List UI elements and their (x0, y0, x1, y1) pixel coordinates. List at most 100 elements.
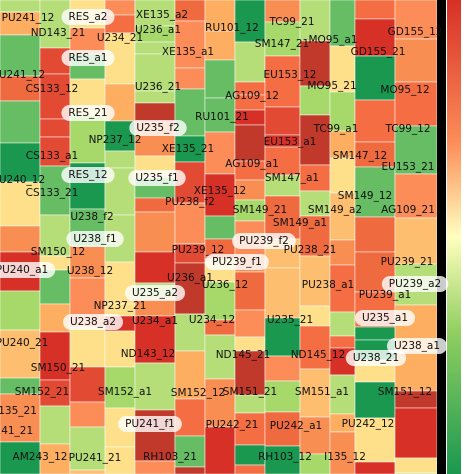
tile (354, 141, 396, 168)
node-label: PU241_f1 (125, 418, 175, 430)
tile (329, 374, 356, 415)
node-label: PU242_21 (206, 419, 259, 431)
tile (174, 135, 206, 163)
node-label: U235_a2 (132, 287, 178, 299)
label-pill (345, 350, 407, 366)
tile (264, 195, 301, 240)
node-label: U235_f1 (135, 172, 178, 184)
tile (104, 446, 136, 474)
node-label: ND145_12 (291, 349, 346, 361)
node-label: MO95_12 (380, 84, 429, 96)
tile (329, 311, 356, 337)
label-pill (129, 120, 187, 136)
tile (0, 0, 41, 13)
tile (204, 30, 236, 61)
node-label: SM151_a1 (295, 386, 349, 398)
tile (394, 125, 438, 175)
node-label: SM152_a1 (98, 386, 152, 398)
node-label: U236_12 (202, 279, 248, 291)
label-pill (205, 254, 269, 270)
label-pill (232, 233, 296, 249)
tile (264, 445, 301, 474)
tile (329, 45, 356, 93)
node-label: AG109_21 (381, 204, 435, 216)
node-label: RES_a1 (69, 52, 108, 64)
node-label: PU239_f2 (239, 235, 289, 247)
node-label: TC99_a1 (313, 123, 359, 135)
tile (329, 130, 356, 159)
node-label: CS133_12 (26, 83, 79, 95)
tile (234, 271, 266, 311)
label-pill (61, 167, 115, 183)
tile (204, 426, 236, 474)
tile (174, 202, 206, 245)
node-label: PU239_f1 (212, 256, 262, 268)
tile (394, 457, 438, 474)
tile (264, 411, 301, 447)
node-label: TC99_21 (268, 16, 314, 28)
tile (174, 350, 206, 400)
node-label: PU242_12 (342, 418, 395, 430)
tile (329, 264, 356, 313)
tile (204, 59, 236, 99)
tile (0, 100, 41, 144)
label-pill (61, 50, 115, 66)
tile (264, 55, 301, 108)
tile (69, 326, 106, 368)
node-label: RES_a2 (69, 11, 108, 23)
node-label: U241_21 (0, 425, 33, 437)
labels: PU241_12 RES_a2 XE135_a2 TC99_21 GD155_12 ND1… (0, 9, 449, 464)
tile (394, 81, 438, 127)
node-label: CS133_21 (26, 187, 79, 199)
node-label: RU101_12 (205, 22, 259, 34)
node-label: U236_a1 (167, 272, 213, 284)
node-label: U238_a1 (394, 340, 440, 352)
node-label: PU239_21 (381, 256, 434, 268)
tile (204, 334, 236, 380)
label-pill (386, 338, 448, 354)
node-label: U238_f1 (73, 233, 116, 245)
tile (299, 416, 331, 455)
label-pill (354, 310, 416, 326)
node-label: RU101_21 (195, 111, 249, 123)
tile (134, 53, 176, 92)
tile (204, 131, 236, 175)
tile (69, 245, 106, 279)
node-label: U235_21 (267, 314, 313, 326)
tile (234, 41, 266, 83)
tile (69, 401, 106, 428)
node-label: RH103_12 (258, 451, 312, 463)
tile (204, 173, 236, 217)
node-label: SM152_12 (171, 387, 225, 399)
node-label: SM147_a1 (265, 172, 319, 184)
node-label: U240_12 (0, 174, 45, 186)
tile (299, 40, 331, 87)
node-label: SM150_21 (31, 362, 85, 374)
tile (104, 150, 136, 169)
tile (354, 99, 396, 143)
tile (329, 431, 356, 474)
tile (134, 0, 176, 27)
node-label: SM152_21 (15, 386, 69, 398)
node-label: ND143_21 (31, 27, 86, 39)
node-label: SM149_a1 (273, 217, 327, 229)
tile (39, 136, 71, 167)
label-pill (124, 285, 186, 301)
node-label: I135_12 (324, 451, 366, 463)
tile (134, 102, 176, 123)
tile (264, 21, 301, 57)
node-label: NP237_12 (89, 134, 142, 146)
tile (134, 251, 176, 284)
tile (354, 18, 396, 57)
tile (104, 366, 136, 409)
tile (394, 38, 438, 83)
node-label: XE135_21 (162, 143, 214, 155)
node-label: PU238_21 (284, 244, 337, 256)
tile (234, 124, 266, 162)
tile (174, 466, 206, 474)
node-label: PU239_a1 (359, 289, 411, 301)
colorbar (447, 0, 461, 474)
tile (354, 381, 396, 419)
node-label: U234_12 (189, 314, 235, 326)
